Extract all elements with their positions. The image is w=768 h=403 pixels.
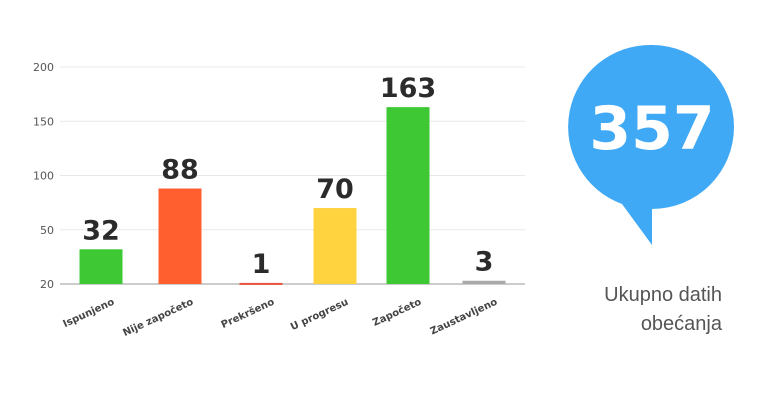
bar-0 xyxy=(79,249,123,284)
bar-5 xyxy=(462,280,506,284)
data-label: 32 xyxy=(82,215,120,246)
total-count: 357 xyxy=(589,94,714,164)
data-label: 88 xyxy=(161,155,199,186)
y-tick-label: 100 xyxy=(33,170,54,183)
total-speech-bubble: 357 xyxy=(568,44,734,245)
speech-bubble-icon xyxy=(568,44,734,245)
bar-chart: 200 150 100 50 20 32 Ispunjeno 88 Nije započeto 1… xyxy=(33,61,525,339)
x-tick-label: Započeto xyxy=(371,296,424,329)
x-tick-label: U progresu xyxy=(289,297,350,333)
bar-1 xyxy=(158,188,202,284)
bar-3 xyxy=(313,208,357,284)
bar-2 xyxy=(239,282,283,285)
data-label: 1 xyxy=(252,249,271,280)
y-tick-label: 200 xyxy=(33,61,54,74)
y-tick-label: 20 xyxy=(40,278,54,291)
data-label: 3 xyxy=(475,247,494,278)
total-label-line1: Ukupno datih xyxy=(604,284,722,306)
data-label: 70 xyxy=(316,174,354,205)
y-tick-label: 150 xyxy=(33,115,54,128)
x-tick-label: Ispunjeno xyxy=(62,297,117,330)
bar-4 xyxy=(386,107,430,285)
x-tick-label: Prekršeno xyxy=(219,296,276,331)
data-label: 163 xyxy=(380,73,436,104)
y-tick-label: 50 xyxy=(40,224,54,237)
total-label: Ukupno datih obećanja xyxy=(560,281,722,339)
total-label-line2: obećanja xyxy=(640,313,722,335)
x-tick-label: Nije započeto xyxy=(121,296,195,339)
x-tick-label: Zaustavljeno xyxy=(429,297,500,338)
